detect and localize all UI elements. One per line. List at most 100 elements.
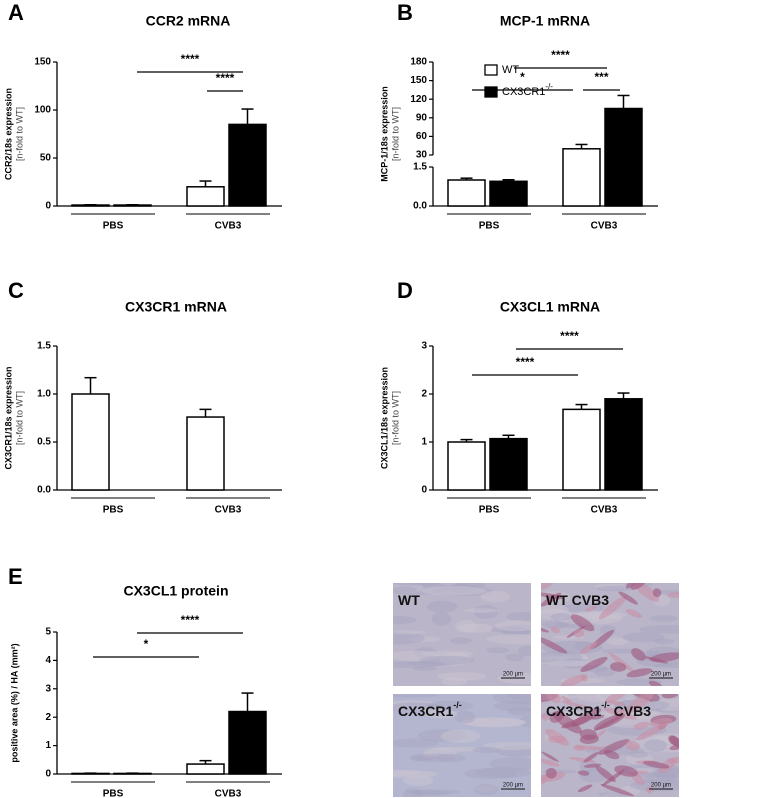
- infiltrate: [545, 767, 557, 779]
- error-bar: [575, 403, 588, 410]
- y-tick-label: 0: [45, 769, 51, 780]
- infiltrate: [541, 636, 568, 654]
- legend-swatch: [484, 86, 498, 98]
- chart-title: MCP-1 mRNA: [500, 13, 590, 29]
- infiltrate: [541, 583, 555, 592]
- bar: [447, 179, 486, 207]
- error-bar: [241, 108, 254, 125]
- infiltrate: [571, 708, 602, 727]
- micrograph-label: CX3CR1-/-: [398, 700, 462, 718]
- infiltrate: [631, 773, 645, 786]
- y-tick-label: 120: [410, 94, 427, 105]
- panel-letter: E: [8, 564, 23, 589]
- y-axis-label: CX3CR1/18s expression: [3, 366, 13, 469]
- infiltrate: [610, 662, 627, 672]
- texture: [412, 666, 437, 671]
- error-bar: [460, 177, 473, 180]
- legend-label: CX3CR1-/-: [502, 82, 553, 98]
- infiltrate: [579, 729, 598, 741]
- error-bar: [502, 178, 515, 182]
- error-bar: [575, 143, 588, 149]
- legend-name: CX3CR1: [502, 86, 545, 98]
- y-tick-label: 2: [45, 712, 51, 723]
- infiltrate: [545, 694, 561, 703]
- texture: [454, 710, 476, 724]
- error-bar: [617, 392, 630, 399]
- texture: [505, 653, 525, 662]
- error-bar: [199, 408, 212, 418]
- panel-letter: A: [8, 0, 24, 25]
- infiltrate: [550, 626, 560, 634]
- y-tick-label: 50: [40, 153, 52, 164]
- infiltrate: [642, 760, 670, 769]
- infiltrate: [603, 749, 620, 760]
- infiltrate: [583, 752, 599, 763]
- significance-label: ****: [516, 355, 535, 369]
- bar: [228, 123, 267, 207]
- bar: [447, 441, 486, 491]
- infiltrate: [636, 722, 669, 741]
- y-tick-label: 0: [45, 201, 51, 212]
- infiltrate: [626, 694, 654, 713]
- micrograph-label-part: WT: [398, 592, 420, 608]
- texture: [472, 746, 501, 754]
- infiltrate: [595, 729, 606, 739]
- micrograph-label-part: CX3CR1: [546, 703, 601, 719]
- texture: [649, 615, 678, 622]
- y-tick-label: 1.5: [413, 162, 427, 173]
- panel-letter: D: [397, 278, 413, 303]
- x-tick-label: PBS: [103, 789, 124, 798]
- x-tick-label: PBS: [103, 221, 124, 232]
- error-bar: [199, 759, 212, 765]
- texture: [393, 630, 427, 635]
- infiltrate: [591, 714, 605, 720]
- texture: [473, 783, 500, 796]
- bar: [489, 180, 528, 207]
- infiltrate: [649, 717, 673, 727]
- x-tick-label: CVB3: [215, 505, 242, 516]
- chart-title: CCR2 mRNA: [146, 13, 231, 29]
- x-tick-label: PBS: [103, 505, 124, 516]
- texture: [393, 586, 418, 594]
- micrograph-label-part: -/-: [601, 700, 610, 710]
- error-bar: [502, 434, 515, 439]
- bar: [562, 148, 601, 207]
- bar: [562, 408, 601, 491]
- infiltrate: [618, 591, 639, 605]
- micrograph-label-part: CX3CR1: [398, 703, 453, 719]
- infiltrate: [608, 652, 635, 673]
- x-tick-label: CVB3: [215, 221, 242, 232]
- infiltrate: [625, 608, 643, 618]
- texture: [644, 739, 667, 753]
- y-tick-label: 4: [45, 655, 51, 666]
- texture: [493, 700, 531, 712]
- infiltrate: [598, 595, 627, 620]
- micrograph-label-part: CVB3: [610, 703, 651, 719]
- micrograph: [393, 694, 531, 797]
- y-tick-label: 1.5: [37, 341, 51, 352]
- legend-label: WT: [502, 64, 519, 76]
- infiltrate: [579, 641, 598, 655]
- y-axis-sublabel: [n-fold to WT]: [390, 107, 400, 161]
- y-axis-sublabel: [n-fold to WT]: [14, 391, 24, 445]
- micrograph: [541, 583, 679, 686]
- texture: [629, 751, 649, 759]
- y-axis-label: CCR2/18s expression: [3, 88, 13, 180]
- infiltrate: [541, 592, 564, 600]
- infiltrate: [584, 605, 597, 612]
- texture: [486, 647, 510, 654]
- micrograph-label-part: -/-: [453, 700, 462, 710]
- texture: [449, 637, 472, 644]
- texture: [436, 672, 487, 681]
- texture: [550, 613, 573, 621]
- y-tick-label: 0: [421, 485, 427, 496]
- infiltrate: [541, 758, 560, 767]
- texture: [393, 615, 417, 625]
- y-axis-sublabel: [n-fold to WT]: [14, 107, 24, 161]
- infiltrate: [649, 652, 679, 663]
- bar: [604, 398, 643, 491]
- texture: [431, 612, 452, 626]
- micrograph-label: WT: [398, 592, 420, 608]
- error-bar: [460, 438, 473, 442]
- texture: [546, 660, 598, 667]
